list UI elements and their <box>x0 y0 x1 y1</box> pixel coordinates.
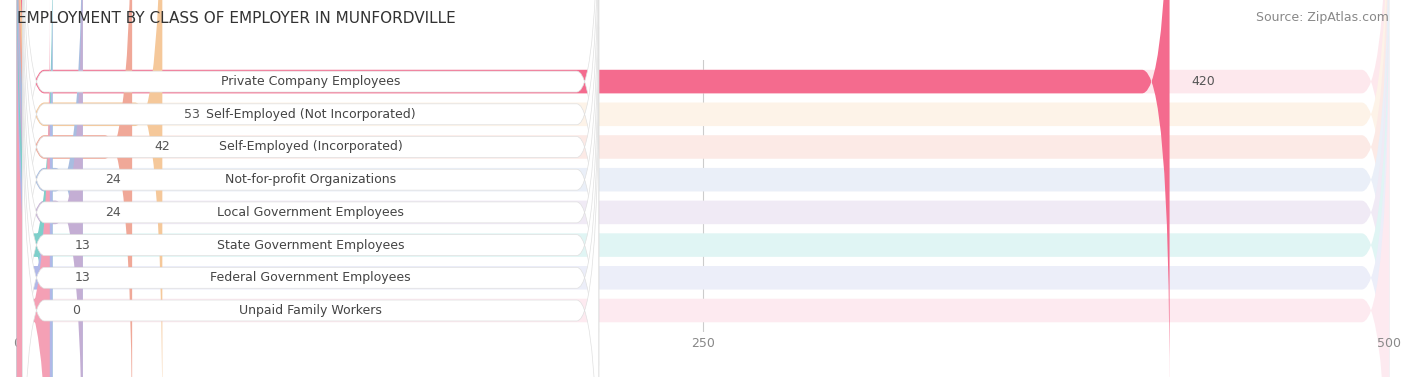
FancyBboxPatch shape <box>17 0 1389 377</box>
FancyBboxPatch shape <box>22 27 599 377</box>
Text: Self-Employed (Not Incorporated): Self-Employed (Not Incorporated) <box>205 108 415 121</box>
FancyBboxPatch shape <box>17 0 52 377</box>
FancyBboxPatch shape <box>22 0 599 333</box>
FancyBboxPatch shape <box>22 0 599 377</box>
FancyBboxPatch shape <box>22 59 599 377</box>
Text: Not-for-profit Organizations: Not-for-profit Organizations <box>225 173 396 186</box>
Text: 24: 24 <box>104 173 121 186</box>
FancyBboxPatch shape <box>17 0 1389 377</box>
Text: Local Government Employees: Local Government Employees <box>217 206 404 219</box>
FancyBboxPatch shape <box>22 0 599 377</box>
FancyBboxPatch shape <box>17 0 52 377</box>
FancyBboxPatch shape <box>17 0 1389 377</box>
FancyBboxPatch shape <box>17 0 1389 377</box>
FancyBboxPatch shape <box>17 0 1389 377</box>
Text: 0: 0 <box>72 304 80 317</box>
Text: Private Company Employees: Private Company Employees <box>221 75 401 88</box>
FancyBboxPatch shape <box>17 0 1170 377</box>
Text: Source: ZipAtlas.com: Source: ZipAtlas.com <box>1256 11 1389 24</box>
FancyBboxPatch shape <box>17 0 132 377</box>
Text: 53: 53 <box>184 108 200 121</box>
Text: 13: 13 <box>75 271 90 284</box>
FancyBboxPatch shape <box>22 0 599 365</box>
Text: Federal Government Employees: Federal Government Employees <box>211 271 411 284</box>
FancyBboxPatch shape <box>22 0 599 377</box>
FancyBboxPatch shape <box>17 0 162 377</box>
Text: 13: 13 <box>75 239 90 251</box>
Text: Self-Employed (Incorporated): Self-Employed (Incorporated) <box>219 141 402 153</box>
FancyBboxPatch shape <box>17 0 1389 377</box>
Text: Unpaid Family Workers: Unpaid Family Workers <box>239 304 382 317</box>
Text: 420: 420 <box>1191 75 1215 88</box>
FancyBboxPatch shape <box>17 0 1389 377</box>
FancyBboxPatch shape <box>22 0 599 377</box>
Text: EMPLOYMENT BY CLASS OF EMPLOYER IN MUNFORDVILLE: EMPLOYMENT BY CLASS OF EMPLOYER IN MUNFO… <box>17 11 456 26</box>
Text: 42: 42 <box>155 141 170 153</box>
FancyBboxPatch shape <box>17 0 1389 377</box>
FancyBboxPatch shape <box>17 0 83 377</box>
FancyBboxPatch shape <box>17 0 49 377</box>
Text: State Government Employees: State Government Employees <box>217 239 405 251</box>
FancyBboxPatch shape <box>17 0 83 377</box>
Text: 24: 24 <box>104 206 121 219</box>
